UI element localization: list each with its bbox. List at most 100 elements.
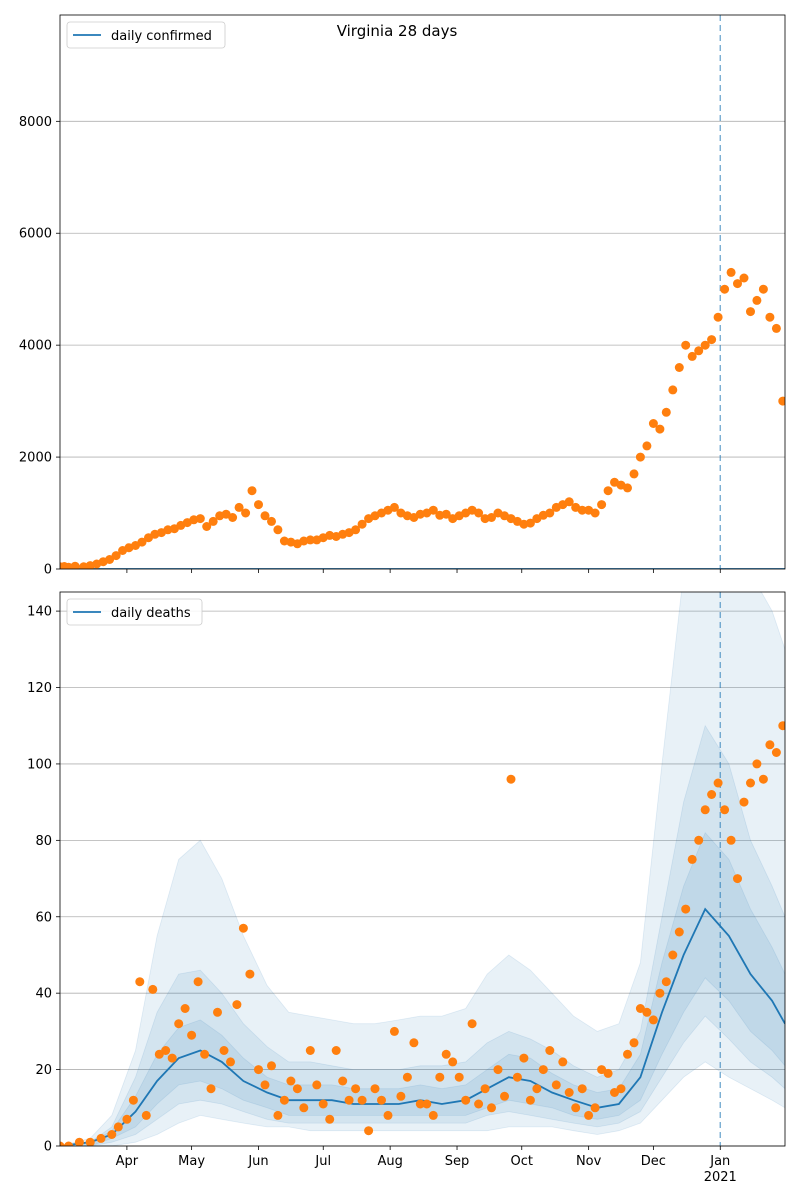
data-point: [338, 1076, 348, 1086]
data-point: [545, 1046, 555, 1055]
data-point: [180, 1004, 190, 1013]
x-tick-label: 2021: [704, 1170, 737, 1185]
data-point: [228, 513, 238, 522]
data-point: [273, 525, 283, 535]
data-point: [60, 1141, 65, 1146]
data-point: [720, 284, 730, 294]
data-point: [351, 525, 361, 535]
data-point: [707, 335, 717, 345]
data-point: [137, 537, 147, 547]
data-point: [389, 502, 399, 512]
x-tick-label: Apr: [116, 1154, 139, 1169]
data-point: [610, 1088, 619, 1097]
data-point: [746, 778, 755, 788]
data-point: [571, 1103, 581, 1113]
data-point: [135, 977, 145, 987]
data-point: [409, 1038, 419, 1048]
data-point: [642, 441, 652, 451]
x-tick-label: Jul: [314, 1154, 331, 1169]
series-line: [60, 907, 785, 1146]
data-point: [687, 854, 697, 864]
data-point: [597, 500, 607, 510]
y-tick-label: 0: [44, 1140, 52, 1155]
data-point: [241, 508, 251, 518]
data-point: [454, 1072, 464, 1082]
data-point: [474, 508, 484, 518]
data-point: [603, 1068, 613, 1078]
data-point: [441, 509, 451, 519]
y-tick-label: 4000: [19, 339, 52, 354]
y-tick-label: 20: [35, 1063, 52, 1078]
data-point: [713, 312, 723, 322]
data-point: [668, 950, 678, 960]
data-point: [512, 1072, 522, 1082]
data-point: [752, 759, 762, 769]
data-point: [474, 1099, 484, 1109]
data-point: [467, 1019, 477, 1029]
y-tick-label: 8000: [19, 115, 52, 130]
data-point: [739, 797, 749, 807]
data-point: [267, 1061, 276, 1071]
data-point: [771, 748, 781, 757]
data-point: [577, 505, 587, 515]
data-point: [292, 1084, 302, 1094]
data-point: [487, 513, 496, 522]
data-point: [219, 1046, 229, 1055]
data-point: [267, 516, 276, 526]
plot-frame: [59, 591, 786, 1147]
data-point: [551, 1080, 561, 1090]
data-point: [590, 508, 600, 518]
legend-box: [66, 21, 226, 49]
data-point: [96, 1133, 106, 1143]
data-point: [771, 323, 781, 333]
data-point: [694, 835, 704, 845]
data-point: [428, 505, 438, 515]
data-point: [674, 363, 684, 372]
data-point: [370, 1084, 380, 1094]
legend-label: daily confirmed: [111, 29, 212, 44]
confidence-band: [60, 724, 785, 1146]
data-point: [635, 452, 645, 462]
plot-area: [60, 592, 785, 1146]
data-point: [234, 502, 244, 512]
data-point: [545, 508, 555, 518]
data-point: [238, 923, 248, 933]
data-point: [351, 1084, 361, 1094]
data-point: [642, 1007, 652, 1017]
data-point: [325, 1114, 335, 1124]
data-point: [661, 977, 671, 987]
data-point: [661, 407, 671, 417]
data-point: [422, 1099, 432, 1109]
deaths-panel: 0 20 40 60 80 100 120 140 Apr May Jun Jul Aug Sep Oct N…: [27, 591, 786, 1185]
data-point: [694, 346, 704, 356]
data-point: [525, 1095, 535, 1105]
x-tick-label: Aug: [377, 1154, 402, 1169]
data-point: [765, 312, 775, 322]
data-point: [648, 1015, 658, 1025]
data-point: [273, 1110, 283, 1120]
data-point: [128, 1095, 138, 1105]
data-point: [577, 1084, 587, 1094]
legend-box: [66, 598, 203, 626]
data-point: [629, 469, 639, 479]
data-point: [105, 555, 115, 564]
data-point: [564, 497, 574, 507]
data-point: [260, 1080, 270, 1090]
data-point: [713, 778, 723, 788]
y-tick-label: 80: [35, 834, 52, 849]
data-point: [635, 1004, 645, 1013]
data-point: [441, 1049, 451, 1059]
data-point: [344, 1095, 354, 1105]
data-point: [726, 267, 736, 277]
confirmed-panel: 0 2000 4000 6000 8000 daily confirmed: [19, 14, 786, 578]
data-point: [260, 511, 270, 521]
data-point: [85, 1137, 95, 1146]
data-point: [64, 1141, 74, 1146]
chart-title: Virginia 28 days: [337, 22, 458, 40]
data-point: [739, 273, 749, 283]
data-point: [74, 1137, 84, 1146]
confidence-band: [60, 592, 785, 1146]
x-tick-label: Nov: [576, 1154, 602, 1169]
data-point: [538, 1065, 548, 1075]
x-tick-label: Dec: [641, 1154, 666, 1169]
